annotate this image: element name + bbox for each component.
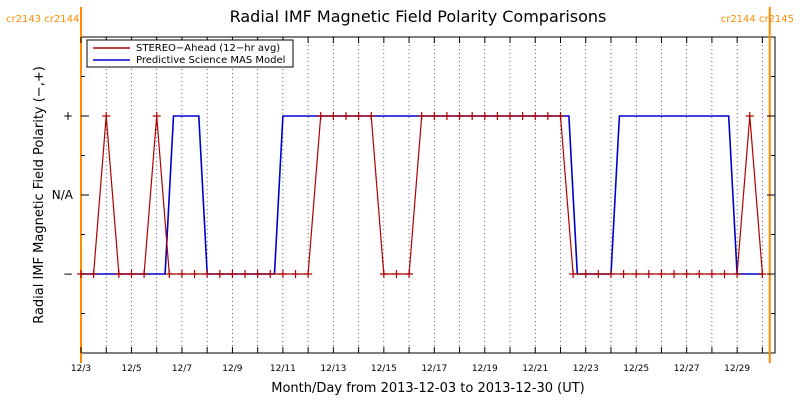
stereo-ahead-marker <box>140 270 149 278</box>
stereo-ahead-marker <box>493 112 502 120</box>
stereo-ahead-marker <box>707 270 716 278</box>
stereo-ahead-marker <box>518 112 527 120</box>
carrington-label-left: cr2143 cr2144 <box>6 14 79 25</box>
stereo-ahead-line <box>81 115 763 275</box>
x-tick-label: 12/19 <box>472 364 498 374</box>
chart-title: Radial IMF Magnetic Field Polarity Compa… <box>230 7 607 26</box>
stereo-ahead-marker <box>682 270 691 278</box>
stereo-ahead-marker <box>367 112 376 120</box>
stereo-ahead-marker <box>228 270 237 278</box>
stereo-ahead-marker <box>543 112 552 120</box>
stereo-ahead-marker <box>430 112 439 120</box>
stereo-ahead-marker <box>480 112 489 120</box>
stereo-ahead-marker <box>745 112 754 120</box>
stereo-ahead-marker <box>316 112 325 120</box>
x-tick-label: 12/29 <box>724 364 750 374</box>
stereo-ahead-marker <box>253 270 262 278</box>
legend-label-stereo: STEREO−Ahead (12−hr avg) <box>136 43 280 54</box>
carrington-boundaries <box>80 7 771 363</box>
stereo-ahead-marker <box>177 270 186 278</box>
x-tick-label: 12/3 <box>71 364 91 374</box>
y-axis-ticks: − N/A + <box>52 76 775 314</box>
x-tick-label: 12/9 <box>222 364 242 374</box>
stereo-ahead-marker <box>506 112 515 120</box>
mas-model-line <box>81 115 763 275</box>
stereo-ahead-marker <box>165 270 174 278</box>
stereo-ahead-marker <box>329 112 338 120</box>
x-tick-label: 12/7 <box>172 364 192 374</box>
x-tick-label: 12/27 <box>674 364 700 374</box>
stereo-ahead-marker <box>341 112 350 120</box>
carrington-label-right: cr2144 cr2145 <box>721 14 794 25</box>
x-tick-label: 12/23 <box>573 364 599 374</box>
legend: STEREO−Ahead (12−hr avg) Predictive Scie… <box>86 39 294 68</box>
stereo-ahead-marker <box>203 270 212 278</box>
x-tick-label: 12/15 <box>371 364 397 374</box>
stereo-ahead-marker <box>291 270 300 278</box>
stereo-ahead-marker <box>657 270 666 278</box>
stereo-ahead-marker <box>354 112 363 120</box>
stereo-ahead-marker <box>379 270 388 278</box>
stereo-ahead-marker <box>644 270 653 278</box>
stereo-ahead-marker <box>114 270 123 278</box>
stereo-ahead-marker <box>241 270 250 278</box>
stereo-ahead-marker <box>417 112 426 120</box>
legend-box <box>86 39 294 68</box>
x-axis-label: Month/Day from 2013-12-03 to 2013-12-30 … <box>271 381 584 396</box>
stereo-ahead-marker <box>670 270 679 278</box>
y-axis-label: Radial IMF Magnetic Field Polarity (−,+) <box>32 66 47 324</box>
stereo-ahead-marker <box>442 112 451 120</box>
stereo-ahead-marker <box>632 270 641 278</box>
stereo-ahead-marker <box>733 270 742 278</box>
stereo-ahead-marker <box>127 270 136 278</box>
x-tick-label: 12/11 <box>270 364 296 374</box>
y-tick-label: + <box>63 109 73 123</box>
stereo-ahead-marker <box>215 270 224 278</box>
stereo-ahead-marker <box>720 270 729 278</box>
stereo-ahead-marker <box>455 112 464 120</box>
series-group <box>77 112 767 278</box>
grid <box>80 37 763 353</box>
x-tick-label: 12/13 <box>320 364 346 374</box>
stereo-ahead-marker <box>581 270 590 278</box>
x-tick-label: 12/5 <box>121 364 141 374</box>
stereo-ahead-marker <box>77 270 85 278</box>
x-tick-label: 12/25 <box>623 364 649 374</box>
stereo-ahead-marker <box>405 270 414 278</box>
stereo-ahead-marker <box>102 112 111 120</box>
x-tick-label: 12/17 <box>421 364 447 374</box>
stereo-ahead-marker <box>304 270 313 278</box>
x-axis-ticks: 12/3 12/5 12/7 12/9 12/11 12/13 12/15 12/17 12/1… <box>71 37 763 374</box>
y-tick-label: N/A <box>52 188 74 202</box>
stereo-ahead-marker <box>569 270 578 278</box>
stereo-ahead-marker <box>392 270 401 278</box>
stereo-ahead-marker <box>594 270 603 278</box>
stereo-ahead-marker <box>758 270 767 278</box>
x-tick-label: 12/21 <box>522 364 548 374</box>
legend-label-mas: Predictive Science MAS Model <box>136 55 285 66</box>
stereo-ahead-marker <box>606 270 615 278</box>
stereo-ahead-marker <box>468 112 477 120</box>
stereo-ahead-marker <box>266 270 275 278</box>
stereo-ahead-marker <box>695 270 704 278</box>
stereo-ahead-marker <box>619 270 628 278</box>
plot-frame <box>80 36 776 354</box>
stereo-ahead-marker <box>152 112 161 120</box>
stereo-ahead-marker <box>190 270 199 278</box>
y-tick-label: − <box>63 267 73 281</box>
stereo-ahead-marker <box>556 112 565 120</box>
stereo-ahead-marker <box>278 270 287 278</box>
stereo-ahead-marker <box>89 270 98 278</box>
stereo-ahead-marker <box>531 112 540 120</box>
